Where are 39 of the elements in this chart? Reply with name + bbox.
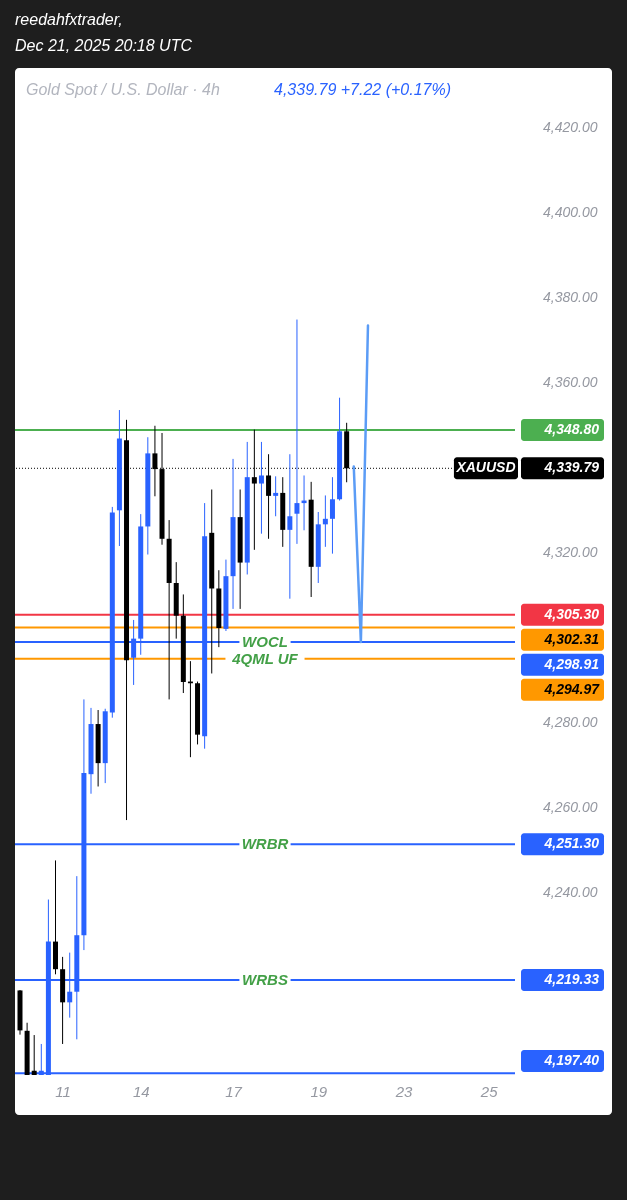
ref-line-label: 4,298.91 — [543, 655, 600, 672]
candlestick — [329, 476, 335, 555]
annotation: XAUUSD — [455, 459, 516, 476]
ref-line-label: 4,219.33 — [543, 971, 600, 988]
ref-line-label: 4,339.79 — [543, 459, 600, 476]
annotation: WRBS — [242, 971, 288, 989]
chart-subtitle: Dec 21, 2025 20:18 UTC — [15, 37, 193, 54]
candlestick — [273, 475, 279, 517]
ref-line-label: 4,348.80 — [543, 421, 600, 438]
candlestick — [294, 319, 300, 545]
candlestick — [31, 1034, 37, 1075]
chart-title: reedahfxtrader, — [15, 11, 123, 28]
candlestick — [266, 453, 272, 540]
y-tick-label: 4,320.00 — [543, 543, 598, 560]
y-tick-label: 4,400.00 — [543, 203, 598, 220]
annotation: WOCL — [242, 632, 288, 650]
ref-line-label: 4,305.30 — [543, 605, 600, 622]
y-tick-label: 4,280.00 — [543, 713, 598, 730]
y-tick-label: 4,240.00 — [543, 883, 598, 900]
y-tick-label: 4,380.00 — [543, 288, 598, 305]
ref-line-label: 4,302.31 — [543, 630, 600, 647]
ref-line-label: 4,197.40 — [543, 1052, 600, 1068]
ref-line-label: 4,251.30 — [543, 835, 600, 852]
annotation: WRBR — [241, 835, 289, 853]
ref-line-label: 4,294.97 — [543, 680, 601, 697]
x-tick-label: 17 — [225, 1082, 243, 1100]
annotation: 4QML UF — [231, 649, 299, 667]
candlestick — [287, 453, 293, 600]
x-tick-label: 23 — [394, 1082, 413, 1100]
x-tick-label: 14 — [132, 1082, 150, 1100]
annotation: 4,339.79 +7.22 (+0.17%) — [274, 81, 452, 98]
annotation: Gold Spot / U.S. Dollar · 4h — [26, 81, 220, 98]
y-tick-label: 4,260.00 — [543, 798, 598, 815]
x-tick-label: 25 — [479, 1082, 499, 1100]
y-tick-label: 4,360.00 — [543, 373, 598, 390]
x-tick-label: 11 — [55, 1082, 71, 1100]
candlestick — [258, 441, 264, 535]
y-tick-label: 4,420.00 — [543, 118, 598, 135]
x-tick-label: 19 — [310, 1082, 328, 1100]
